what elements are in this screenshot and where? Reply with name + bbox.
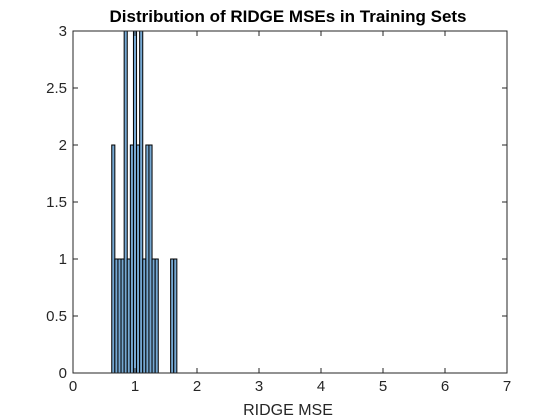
x-tick-label-3: 3 (255, 378, 263, 395)
y-tick-label-4: 2 (59, 137, 67, 154)
x-axis-label: RIDGE MSE (243, 402, 333, 419)
x-tick-label-4: 4 (317, 378, 325, 395)
bars-group (111, 30, 178, 374)
y-axis: 0 0.5 1 1.5 2 2.5 3 (46, 23, 507, 382)
x-tick-label-6: 6 (441, 378, 449, 395)
y-tick-label-1: 0.5 (46, 308, 67, 325)
y-tick-label-2: 1 (59, 251, 67, 268)
x-axis: 0 1 2 3 4 5 6 7 (69, 31, 511, 395)
y-tick-label-3: 1.5 (46, 194, 67, 211)
x-tick-label-2: 2 (193, 378, 201, 395)
x-tick-label-5: 5 (379, 378, 387, 395)
histogram-bar-14 (154, 258, 159, 374)
y-tick-label-6: 3 (59, 23, 67, 40)
x-tick-label-7: 7 (503, 378, 511, 395)
y-tick-label-5: 2.5 (46, 80, 67, 97)
y-tick-label-0: 0 (59, 365, 67, 382)
chart-title: Distribution of RIDGE MSEs in Training S… (109, 7, 466, 26)
histogram-bar-20 (173, 258, 178, 374)
x-tick-label-0: 0 (69, 378, 77, 395)
x-tick-label-1: 1 (131, 378, 139, 395)
